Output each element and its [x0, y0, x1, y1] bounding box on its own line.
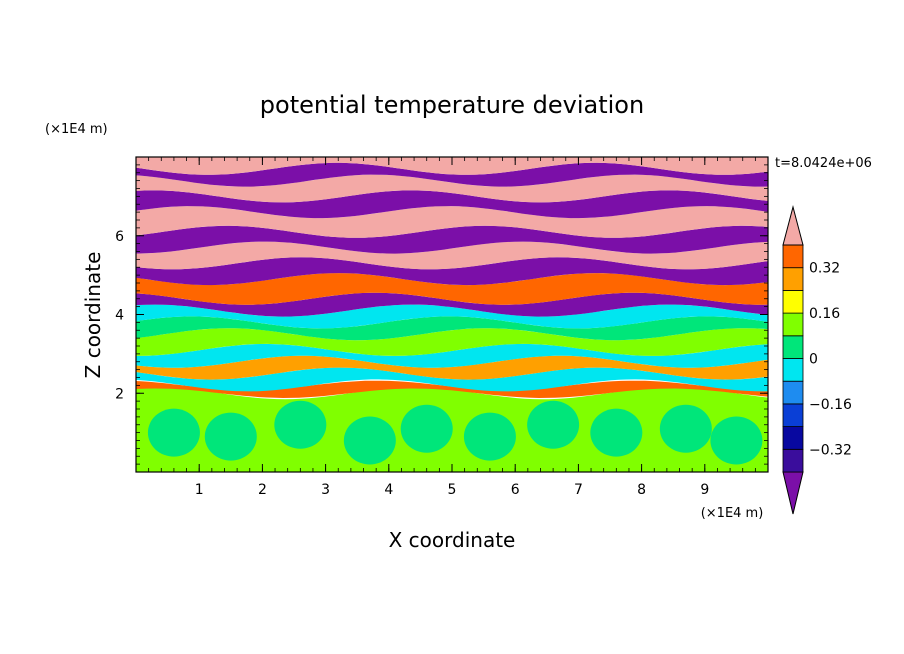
- contour-blob: [204, 412, 257, 461]
- y-axis: 2 4 6: [115, 156, 768, 473]
- y-tick-label: 4: [115, 308, 124, 324]
- colorbar-tick-label: 0: [809, 352, 818, 368]
- colorbar-tick-label: 0.32: [809, 261, 840, 277]
- contour-blob: [343, 416, 396, 465]
- contour-band: [136, 273, 768, 305]
- contour-band: [136, 190, 768, 219]
- x-tick-label: 8: [637, 482, 646, 498]
- contour-blob: [274, 400, 327, 449]
- colorbar-tick-label: −0.16: [809, 397, 852, 413]
- contour-band: [136, 157, 768, 175]
- colorbar-max-arrow: [782, 205, 804, 246]
- colorbar-segment: [782, 448, 804, 473]
- contour-blob: [527, 400, 580, 449]
- colorbar-segment: [782, 335, 804, 359]
- y-axis-label: Z coordinate: [81, 252, 105, 379]
- y-tick-label: 2: [115, 386, 124, 402]
- contour-band: [136, 206, 768, 238]
- contour-blob: [147, 408, 200, 457]
- x-unit-label: (×1E4 m): [701, 506, 764, 521]
- contour-band: [136, 328, 768, 356]
- contour-band: [136, 292, 768, 317]
- x-axis-label: X coordinate: [389, 528, 516, 552]
- x-tick-label: 9: [700, 482, 709, 498]
- contour-band: [136, 355, 768, 380]
- x-tick-label: 7: [574, 482, 583, 498]
- contour-band: [136, 174, 768, 203]
- contour-band: [136, 162, 768, 187]
- x-tick-label: 3: [321, 482, 330, 498]
- contour-band: [136, 380, 768, 398]
- colorbar-segment: [782, 380, 804, 405]
- contour-blob: [590, 408, 643, 457]
- colorbar-segment: [782, 244, 804, 269]
- y-tick-label: 6: [115, 229, 124, 245]
- contour-band: [136, 316, 768, 341]
- x-axis: 1 2 3 4 5 6 7 8 9: [135, 157, 769, 498]
- colorbar-tick-label: −0.32: [809, 442, 852, 458]
- colorbar-segment: [782, 267, 804, 291]
- contour-band: [136, 257, 768, 286]
- contour-band: [136, 225, 768, 254]
- contour-blob: [400, 404, 453, 453]
- x-tick-label: 5: [448, 482, 457, 498]
- contour-band: [136, 367, 768, 392]
- colorbar: 0.32 0.16 0 −0.16 −0.32: [782, 205, 852, 515]
- contour-field: [136, 157, 768, 472]
- contour-blob: [710, 416, 763, 465]
- colorbar-tick-label: 0.16: [809, 306, 840, 322]
- x-tick-label: 6: [511, 482, 520, 498]
- y-unit-label: (×1E4 m): [45, 122, 108, 137]
- colorbar-min-arrow: [782, 471, 804, 515]
- x-tick-label: 1: [195, 482, 204, 498]
- x-tick-label: 2: [258, 482, 267, 498]
- chart-title: potential temperature deviation: [260, 91, 644, 119]
- colorbar-segment: [782, 426, 804, 450]
- x-tick-label: 4: [384, 482, 393, 498]
- colorbar-segment: [782, 358, 804, 382]
- contour-blob: [659, 404, 712, 453]
- time-label: t=8.0424e+06: [775, 156, 872, 171]
- colorbar-segment: [782, 312, 804, 337]
- contour-band: [136, 304, 768, 329]
- colorbar-segment: [782, 289, 804, 314]
- contour-band: [136, 343, 768, 368]
- contour-band: [136, 241, 768, 270]
- contour-blob: [463, 412, 516, 461]
- colorbar-segment: [782, 403, 804, 427]
